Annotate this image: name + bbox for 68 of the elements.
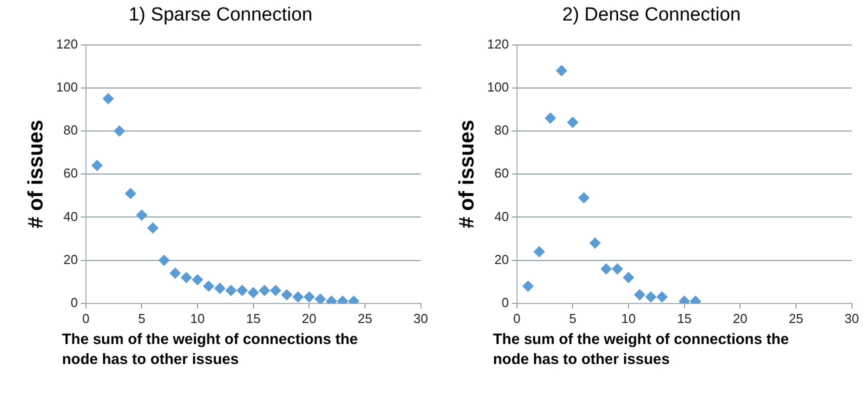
y-tick-label: 80 [494, 122, 509, 138]
x-tick-label: 0 [82, 310, 90, 326]
point [214, 282, 226, 294]
y-axis-title: # of issues [455, 120, 478, 228]
y-axis-title: # of issues [24, 120, 48, 228]
point [304, 291, 315, 302]
point [236, 284, 248, 296]
x-tick-label: 20 [732, 310, 748, 326]
point [567, 116, 578, 128]
x-tick-label: 0 [513, 310, 521, 326]
x-tick-label: 15 [677, 310, 692, 326]
point [600, 263, 612, 274]
point [612, 263, 623, 274]
y-tick-label: 0 [502, 294, 509, 310]
y-tick-label: 40 [63, 208, 78, 224]
x-tick-label: 5 [138, 310, 146, 326]
x-tick-label: 20 [302, 310, 316, 326]
point [534, 246, 545, 258]
chart-title: 1) Sparse Connection [128, 4, 312, 26]
point [114, 126, 125, 136]
x-tick-label: 25 [788, 310, 804, 326]
point [203, 280, 214, 292]
point [292, 291, 304, 302]
x-tick-label: 30 [844, 310, 860, 326]
x-axis-title: The sum of the weight of connections the node has to other issues [493, 330, 790, 370]
point [125, 188, 136, 199]
point [623, 272, 634, 284]
x-tick-label: 5 [569, 310, 576, 326]
point [314, 294, 326, 304]
point [180, 272, 192, 284]
x-tick-label: 10 [621, 310, 636, 326]
point [634, 289, 646, 300]
point [136, 210, 148, 221]
x-tick-label: 10 [190, 310, 205, 326]
y-tick-label: 120 [487, 36, 509, 52]
y-tick-label: 20 [494, 252, 509, 267]
point [645, 291, 656, 302]
point [170, 268, 181, 279]
y-tick-label: 60 [494, 166, 509, 181]
y-tick-label: 40 [494, 208, 509, 224]
x-axis-title: The sum of the weight of connections the node has to other issues [62, 330, 359, 370]
y-tick-label: 60 [63, 166, 78, 181]
point [544, 112, 556, 124]
point [158, 254, 170, 266]
point [578, 192, 590, 204]
x-tick-label: 15 [246, 310, 261, 326]
point [102, 93, 114, 104]
y-tick-label: 80 [63, 122, 78, 138]
point [281, 289, 292, 300]
x-tick-label: 25 [358, 310, 372, 326]
point [656, 291, 668, 302]
point [590, 238, 601, 249]
point [92, 160, 103, 171]
point [556, 65, 568, 76]
point [522, 280, 534, 292]
y-tick-label: 100 [487, 79, 509, 94]
point [192, 274, 204, 286]
point [270, 284, 282, 296]
point [226, 284, 237, 296]
point [258, 284, 270, 296]
x-tick-label: 30 [414, 310, 428, 326]
point [147, 222, 158, 234]
y-tick-label: 120 [56, 36, 78, 52]
point [248, 287, 259, 298]
y-tick-label: 100 [56, 79, 78, 94]
chart-title: 2) Dense Connection [562, 4, 741, 26]
y-tick-label: 20 [63, 252, 78, 267]
y-tick-label: 0 [70, 294, 78, 310]
